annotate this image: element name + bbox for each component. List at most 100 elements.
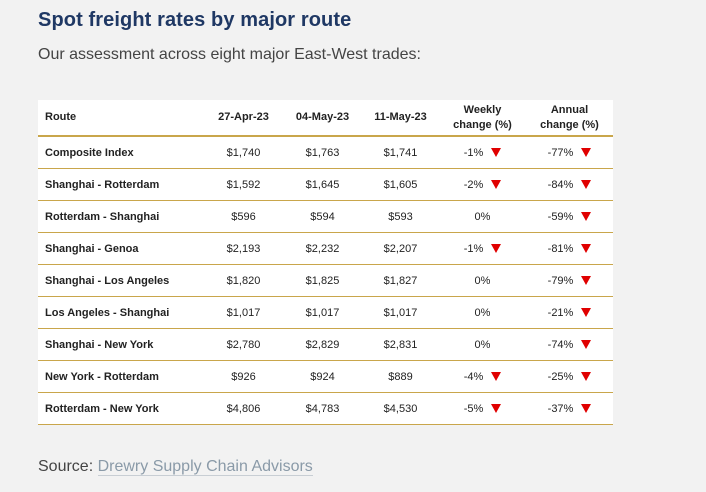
cell-date-2: $1,763 bbox=[283, 136, 362, 169]
down-triangle-icon bbox=[581, 243, 592, 253]
cell-date-3-value: $593 bbox=[388, 210, 413, 223]
cell-date-2: $4,783 bbox=[283, 392, 362, 425]
cell-weekly-change: -1% bbox=[439, 232, 526, 265]
table-body: Composite Index $1,740 $1,763 $1,741 -1% -77%… bbox=[38, 136, 613, 425]
cell-route-value: Los Angeles - Shanghai bbox=[45, 306, 170, 319]
cell-route-value: Shanghai - Rotterdam bbox=[45, 178, 160, 191]
table-row: Rotterdam - Shanghai $596 $594 $593 0% -59% bbox=[38, 200, 613, 233]
cell-date-2-value: $594 bbox=[310, 210, 335, 223]
cell-annual-change: -21% bbox=[526, 296, 613, 329]
cell-route-value: Shanghai - New York bbox=[45, 338, 154, 351]
down-triangle-icon bbox=[581, 179, 592, 189]
cell-date-1: $596 bbox=[204, 200, 283, 233]
cell-date-1-value: $596 bbox=[231, 210, 256, 223]
down-triangle-icon bbox=[491, 403, 502, 413]
cell-route: Los Angeles - Shanghai bbox=[38, 296, 204, 329]
table-row: Rotterdam - New York $4,806 $4,783 $4,530 -5… bbox=[38, 392, 613, 425]
cell-date-3-value: $2,207 bbox=[383, 242, 418, 255]
cell-date-3: $2,831 bbox=[362, 328, 439, 361]
cell-date-1: $926 bbox=[204, 360, 283, 393]
header-date-2: 04-May-23 bbox=[283, 100, 362, 137]
cell-weekly-change-value: -1% bbox=[463, 242, 484, 255]
cell-date-2-value: $2,829 bbox=[305, 338, 340, 351]
cell-date-1: $1,740 bbox=[204, 136, 283, 169]
cell-weekly-change: 0% bbox=[439, 264, 526, 297]
cell-route: Shanghai - Los Angeles bbox=[38, 264, 204, 297]
down-triangle-icon bbox=[581, 307, 592, 317]
down-triangle-icon bbox=[581, 275, 592, 285]
cell-weekly-change-value: 0% bbox=[474, 210, 491, 223]
cell-route-value: Shanghai - Los Angeles bbox=[45, 274, 170, 287]
cell-date-3-value: $4,530 bbox=[383, 402, 418, 415]
cell-weekly-change: -4% bbox=[439, 360, 526, 393]
cell-weekly-change: 0% bbox=[439, 200, 526, 233]
cell-date-1: $2,193 bbox=[204, 232, 283, 265]
cell-route: Composite Index bbox=[38, 136, 204, 169]
cell-annual-change-value: -21% bbox=[547, 306, 574, 319]
table-row: Shanghai - Los Angeles $1,820 $1,825 $1,827… bbox=[38, 264, 613, 297]
cell-annual-change: -79% bbox=[526, 264, 613, 297]
cell-date-3-value: $1,741 bbox=[383, 146, 418, 159]
cell-annual-change-value: -74% bbox=[547, 338, 574, 351]
cell-date-3: $889 bbox=[362, 360, 439, 393]
cell-date-3: $1,605 bbox=[362, 168, 439, 201]
down-triangle-icon bbox=[581, 339, 592, 349]
cell-route-value: Rotterdam - New York bbox=[45, 402, 159, 415]
source-link[interactable]: Drewry Supply Chain Advisors bbox=[97, 458, 313, 476]
cell-weekly-change-value: 0% bbox=[474, 274, 491, 287]
down-triangle-icon bbox=[491, 147, 502, 157]
cell-date-1-value: $1,017 bbox=[226, 306, 261, 319]
source-label: Source: bbox=[38, 458, 94, 475]
cell-date-2-value: $924 bbox=[310, 370, 335, 383]
down-triangle-icon bbox=[491, 179, 502, 189]
cell-weekly-change: -5% bbox=[439, 392, 526, 425]
cell-weekly-change-value: -5% bbox=[463, 402, 484, 415]
cell-annual-change-value: -81% bbox=[547, 242, 574, 255]
down-triangle-icon bbox=[581, 147, 592, 157]
header-annual-change: Annual change (%) bbox=[526, 100, 613, 137]
cell-date-1-value: $2,193 bbox=[226, 242, 261, 255]
down-triangle-icon bbox=[581, 403, 592, 413]
table-row: Composite Index $1,740 $1,763 $1,741 -1% -77% bbox=[38, 136, 613, 169]
cell-date-2-value: $4,783 bbox=[305, 402, 340, 415]
cell-annual-change-value: -79% bbox=[547, 274, 574, 287]
cell-date-1: $1,820 bbox=[204, 264, 283, 297]
cell-weekly-change: 0% bbox=[439, 296, 526, 329]
cell-date-3-value: $1,017 bbox=[383, 306, 418, 319]
cell-annual-change: -77% bbox=[526, 136, 613, 169]
cell-route: Shanghai - Rotterdam bbox=[38, 168, 204, 201]
header-weekly-line2: change (%) bbox=[453, 118, 512, 131]
cell-weekly-change-value: -4% bbox=[463, 370, 484, 383]
cell-annual-change: -37% bbox=[526, 392, 613, 425]
down-triangle-icon bbox=[581, 371, 592, 381]
cell-date-1: $2,780 bbox=[204, 328, 283, 361]
cell-date-1-value: $1,820 bbox=[226, 274, 261, 287]
cell-annual-change: -25% bbox=[526, 360, 613, 393]
source-line: Source: Drewry Supply Chain Advisors bbox=[38, 458, 313, 476]
cell-date-3-value: $1,605 bbox=[383, 178, 418, 191]
cell-route-value: Shanghai - Genoa bbox=[45, 242, 139, 255]
header-route: Route bbox=[38, 100, 204, 137]
cell-weekly-change: 0% bbox=[439, 328, 526, 361]
table-row: New York - Rotterdam $926 $924 $889 -4% -25% bbox=[38, 360, 613, 393]
header-annual-line2: change (%) bbox=[540, 118, 599, 131]
cell-date-1-value: $4,806 bbox=[226, 402, 261, 415]
cell-date-3-value: $889 bbox=[388, 370, 413, 383]
header-date-1: 27-Apr-23 bbox=[204, 100, 283, 137]
table-row: Shanghai - Rotterdam $1,592 $1,645 $1,605 -2… bbox=[38, 168, 613, 201]
page-subtitle: Our assessment across eight major East-W… bbox=[38, 46, 421, 63]
cell-annual-change-value: -25% bbox=[547, 370, 574, 383]
cell-date-3: $2,207 bbox=[362, 232, 439, 265]
cell-annual-change-value: -59% bbox=[547, 210, 574, 223]
table-row: Shanghai - Genoa $2,193 $2,232 $2,207 -1% -81… bbox=[38, 232, 613, 265]
cell-date-2-value: $1,017 bbox=[305, 306, 340, 319]
cell-date-3: $1,827 bbox=[362, 264, 439, 297]
cell-annual-change-value: -77% bbox=[547, 146, 574, 159]
cell-date-2: $594 bbox=[283, 200, 362, 233]
cell-date-3: $1,741 bbox=[362, 136, 439, 169]
header-weekly-line1: Weekly bbox=[463, 103, 502, 116]
cell-date-2: $1,017 bbox=[283, 296, 362, 329]
cell-weekly-change: -2% bbox=[439, 168, 526, 201]
cell-date-2-value: $1,645 bbox=[305, 178, 340, 191]
cell-date-3: $4,530 bbox=[362, 392, 439, 425]
